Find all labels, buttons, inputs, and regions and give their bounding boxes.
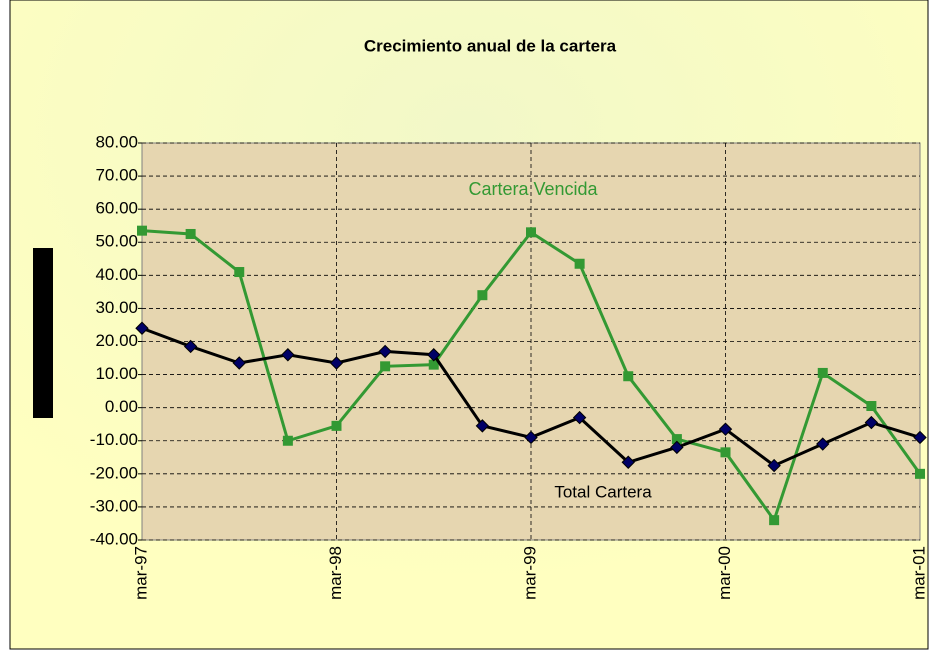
marker-diamond xyxy=(572,410,587,425)
marker-diamond xyxy=(864,415,879,430)
marker-diamond xyxy=(670,440,684,455)
y-tick-label: 0.00 xyxy=(105,397,138,416)
marker-diamond xyxy=(378,344,392,359)
marker-square xyxy=(671,434,682,445)
marker-square xyxy=(623,371,634,382)
marker-square xyxy=(866,401,877,412)
y-tick-label: -10.00 xyxy=(90,430,138,449)
y-tick-label: -30.00 xyxy=(90,496,138,515)
marker-diamond xyxy=(913,430,927,445)
plot-layer: -40.00 -30.00 -20.00 -10.00 0.00 10.00 20.00 30… xyxy=(90,132,929,599)
y-tick-label: 50.00 xyxy=(95,232,138,251)
marker-square xyxy=(428,359,439,370)
marker-square xyxy=(477,290,488,301)
marker-diamond xyxy=(767,458,781,473)
y-tick-label: 10.00 xyxy=(95,364,138,383)
marker-diamond xyxy=(475,419,490,433)
marker-square xyxy=(574,258,585,269)
x-tick-label: mar-01 xyxy=(909,546,928,600)
marker-square xyxy=(380,361,391,372)
y-axis-label-block xyxy=(33,248,53,418)
y-tick-label: 30.00 xyxy=(95,298,138,317)
marker-diamond xyxy=(718,422,733,436)
marker-diamond xyxy=(524,430,538,445)
series-label: Cartera Vencida xyxy=(468,179,598,199)
x-tick-label: mar-97 xyxy=(131,546,150,600)
y-tick-label: 20.00 xyxy=(95,331,138,350)
marker-diamond xyxy=(281,348,295,362)
chart-title: Crecimiento anual de la cartera xyxy=(364,36,617,55)
y-tick-label: -40.00 xyxy=(90,529,138,548)
marker-square xyxy=(331,420,342,431)
y-tick-label: 70.00 xyxy=(95,166,138,185)
y-tick-label: 40.00 xyxy=(95,265,138,284)
marker-diamond xyxy=(816,437,830,451)
marker-square xyxy=(526,227,536,238)
marker-diamond xyxy=(183,339,198,354)
marker-square xyxy=(720,447,731,458)
marker-square xyxy=(137,225,147,236)
marker-diamond xyxy=(135,321,149,335)
marker-square xyxy=(769,515,780,526)
y-tick-label: 80.00 xyxy=(95,132,138,151)
x-tick-label: mar-00 xyxy=(715,546,734,600)
marker-square xyxy=(817,367,828,378)
x-tick-label: mar-99 xyxy=(520,546,539,600)
marker-square xyxy=(234,267,245,278)
marker-diamond xyxy=(427,348,441,362)
marker-square xyxy=(915,468,925,479)
marker-diamond xyxy=(232,356,246,370)
marker-diamond xyxy=(329,356,344,370)
y-tick-label: 60.00 xyxy=(95,199,138,218)
y-tick-label: -20.00 xyxy=(90,463,138,482)
marker-square xyxy=(185,228,196,239)
series-label: Total Cartera xyxy=(554,482,652,501)
x-tick-label: mar-98 xyxy=(326,546,345,600)
marker-diamond xyxy=(621,455,635,469)
marker-square xyxy=(282,435,293,446)
